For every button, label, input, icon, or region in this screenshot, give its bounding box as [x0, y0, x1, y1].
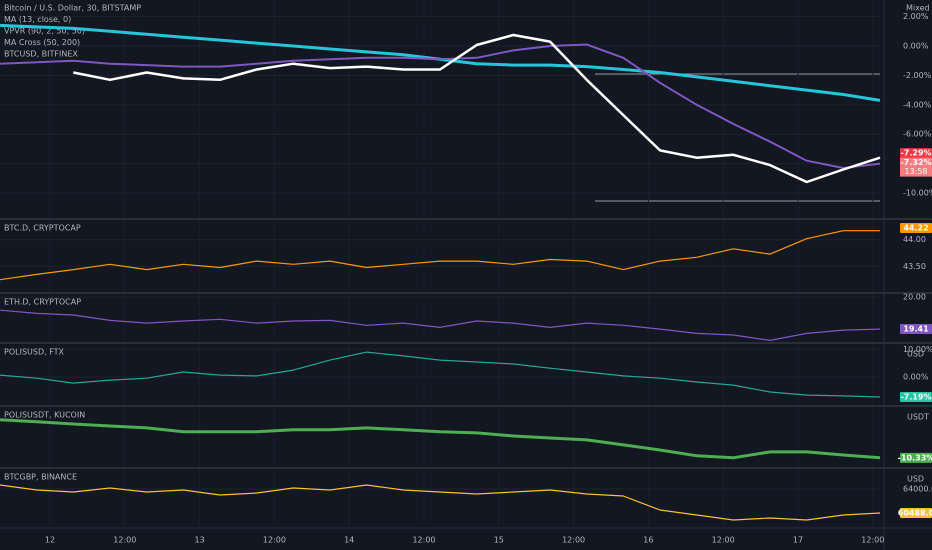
price-label: -10.33%: [898, 453, 932, 462]
time-label: 15: [494, 536, 504, 545]
price-label-box: [900, 223, 932, 233]
legend-entry: VPVR (90, 2, 50, 50): [4, 27, 85, 36]
legend-entry: POLISUSDT, KUCOIN: [4, 411, 85, 420]
legend-entry: MA (13, close, 0): [4, 15, 71, 24]
y-tick-label: -4.00%: [903, 100, 932, 109]
legend-entry: MA Cross (50, 200): [4, 38, 80, 47]
countdown-box: [900, 166, 932, 177]
price-label: 19.41: [903, 325, 929, 334]
price-label-box: [900, 452, 932, 463]
countdown: 13:58: [904, 167, 927, 176]
price-label-box: [900, 157, 932, 168]
series-line: [0, 484, 881, 521]
legend-entry: BTC.D, CRYPTOCAP: [4, 224, 81, 233]
series-line: [73, 33, 881, 184]
time-label: 14: [344, 536, 354, 545]
unit-label: USD: [907, 475, 924, 484]
time-label: 12:00: [712, 536, 735, 545]
price-label: 60488.0: [898, 508, 932, 517]
y-tick-label: -6.00%: [903, 130, 932, 139]
price-label: -7.19%: [900, 393, 931, 402]
legend-entry: Bitcoin / U.S. Dollar, 30, BITSTAMP: [4, 4, 141, 13]
y-tick-label: 2.00%: [903, 12, 929, 21]
series-line: [0, 351, 881, 398]
time-label: 12:00: [412, 536, 435, 545]
y-tick-label: 64000.0: [903, 484, 932, 493]
series-line: [0, 418, 881, 460]
time-label: 12: [45, 536, 55, 545]
price-label-box: [900, 148, 932, 159]
y-tick-label: 44.00: [903, 235, 926, 244]
time-label: 12:00: [861, 536, 884, 545]
time-label: 12:00: [562, 536, 585, 545]
time-label: 13: [195, 536, 205, 545]
price-label-box: [900, 324, 932, 335]
time-label: 12:00: [263, 536, 286, 545]
series-line: [0, 230, 880, 281]
y-tick-label: 0.00%: [903, 373, 929, 382]
time-label: 12:00: [113, 536, 136, 545]
scale-mode: Mixed: [906, 4, 930, 13]
y-tick-label: 0.00%: [903, 42, 929, 51]
price-label: 44.22: [903, 224, 928, 233]
price-label: -7.32%: [900, 158, 931, 167]
legend-entry: POLISUSD, FTX: [4, 348, 65, 357]
y-tick-label: 10.00%: [903, 345, 932, 354]
time-label: 16: [643, 536, 653, 545]
price-label-box: [900, 392, 932, 403]
time-label: 17: [793, 536, 803, 545]
y-tick-label: 43.50: [903, 262, 926, 271]
y-tick-label: -2.00%: [903, 71, 932, 80]
price-label-box: [900, 507, 932, 518]
unit-label: USD: [907, 350, 924, 359]
legend-entry: BTCUSD, BITFINEX: [4, 50, 78, 59]
series-line: [0, 43, 881, 169]
legend-entry: ETH.D, CRYPTOCAP: [4, 298, 81, 307]
unit-label: USDT: [907, 413, 929, 422]
y-tick-label: 20.00: [903, 293, 926, 302]
legend-entry: BTCGBP, BINANCE: [4, 473, 77, 482]
y-tick-label: -10.00%: [903, 189, 932, 198]
series-line: [0, 309, 881, 341]
price-label: -7.29%: [900, 149, 931, 158]
